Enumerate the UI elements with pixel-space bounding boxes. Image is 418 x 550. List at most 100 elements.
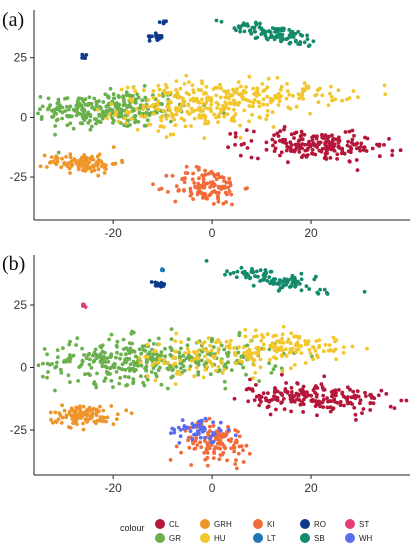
point-hu — [151, 89, 156, 93]
point-hu — [201, 101, 205, 106]
point-sb — [300, 33, 304, 38]
point-hu — [145, 355, 150, 359]
point-cl — [310, 138, 315, 143]
point-hu — [152, 360, 157, 365]
point-gr — [45, 375, 49, 380]
point-cl — [328, 405, 333, 410]
point-cl — [359, 141, 364, 146]
point-gr — [174, 364, 179, 369]
point-hu — [383, 92, 388, 97]
point-grh — [88, 156, 93, 161]
point-cl — [300, 142, 305, 146]
point-cl — [280, 400, 284, 405]
point-ki — [190, 177, 195, 182]
point-hu — [203, 91, 207, 95]
point-gr — [100, 116, 105, 121]
point-ki — [226, 185, 231, 190]
point-cl — [238, 153, 243, 158]
point-hu — [198, 106, 203, 110]
point-gr — [86, 371, 91, 376]
point-hu — [261, 342, 266, 347]
point-hu — [200, 81, 205, 86]
point-hu — [208, 343, 213, 348]
point-hu — [200, 108, 205, 113]
point-gr — [53, 124, 58, 128]
point-hu — [238, 135, 243, 140]
point-cl — [347, 129, 352, 134]
point-ki — [233, 462, 238, 466]
point-hu — [137, 356, 142, 360]
point-ki — [218, 439, 223, 443]
point-hu — [162, 361, 167, 366]
point-cl — [319, 382, 324, 387]
point-hu — [116, 119, 121, 124]
legend-swatch-lt — [253, 533, 263, 543]
point-gr — [114, 370, 119, 374]
point-gr — [100, 361, 104, 366]
point-gr — [117, 95, 121, 99]
point-sb — [304, 284, 309, 288]
point-gr — [38, 95, 43, 99]
point-sb — [256, 274, 260, 279]
point-ki — [182, 180, 187, 185]
point-ki — [245, 186, 249, 191]
point-hu — [251, 86, 256, 91]
point-gr — [88, 127, 93, 132]
legend-swatch-ki — [253, 519, 263, 529]
point-hu — [323, 342, 328, 347]
point-cl — [354, 158, 359, 162]
point-cl — [317, 142, 321, 147]
point-hu — [164, 116, 169, 121]
point-cl — [313, 399, 318, 403]
point-hu — [210, 363, 215, 368]
point-ki — [221, 201, 226, 206]
point-cl — [311, 134, 316, 139]
point-hu — [280, 369, 285, 373]
point-gr — [225, 352, 230, 357]
point-grh — [94, 413, 99, 418]
point-grh — [129, 411, 134, 416]
point-ki — [220, 452, 225, 457]
point-hu — [344, 97, 349, 102]
point-cl — [388, 404, 393, 409]
point-gr — [101, 354, 106, 359]
point-ki — [216, 172, 221, 177]
point-hu — [174, 106, 179, 111]
point-ki — [228, 183, 233, 188]
point-gr — [133, 354, 138, 359]
point-grh — [102, 166, 107, 171]
point-grh — [74, 161, 79, 166]
point-gr — [46, 370, 50, 374]
point-ki — [227, 189, 232, 194]
point-gr — [66, 373, 71, 378]
point-sb — [248, 276, 252, 281]
point-gr — [62, 358, 67, 363]
legend-items: CL GR GRH HU KI LT RO SB ST WH — [155, 519, 373, 543]
point-gr — [115, 339, 120, 344]
point-sb — [254, 21, 258, 26]
point-cl — [288, 397, 293, 401]
point-hu — [219, 107, 223, 112]
point-wh — [182, 427, 186, 431]
point-gr — [130, 341, 135, 346]
point-gr — [92, 107, 97, 112]
point-sb — [267, 29, 272, 34]
point-gr — [75, 336, 80, 341]
point-gr — [68, 121, 73, 126]
point-gr — [94, 117, 98, 121]
point-ki — [241, 460, 246, 464]
x-tick-label: 0 — [209, 481, 216, 495]
point-grh — [111, 145, 116, 150]
point-hu — [238, 123, 242, 128]
point-sb — [251, 283, 256, 288]
point-hu — [296, 347, 301, 352]
point-hu — [230, 93, 235, 98]
point-gr — [126, 375, 131, 380]
point-hu — [321, 349, 326, 354]
panel-a-points — [36, 18, 403, 207]
point-gr — [98, 105, 102, 109]
point-hu — [170, 356, 175, 360]
point-hu — [243, 327, 248, 332]
point-cl — [232, 396, 237, 401]
point-cl — [315, 413, 319, 418]
